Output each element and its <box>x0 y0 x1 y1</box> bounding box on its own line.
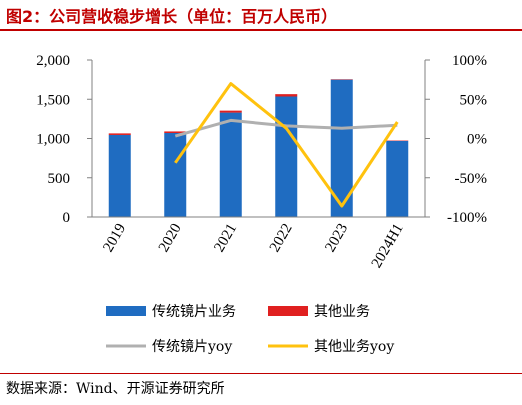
right-tick-label: 50% <box>460 92 488 108</box>
bar-other-business <box>219 110 242 113</box>
revenue-chart: 0 500 1,000 1,500 2,000 -100% -50% 0% 50% 100% 201… <box>36 53 488 355</box>
x-tick-label: 2024H1 <box>369 221 407 271</box>
legend-other-business-label: 其他业务 <box>314 304 370 320</box>
line-traditional-lens-yoy <box>174 118 398 138</box>
legend-other-business-yoy-label: 其他业务yoy <box>314 339 394 355</box>
bar-traditional-lens <box>108 134 131 217</box>
right-tick-label: 0% <box>467 132 487 148</box>
bar-other-business <box>164 131 187 134</box>
data-source-note: 数据来源：Wind、开源证券研究所 <box>6 381 225 397</box>
x-tick-label: 2021 <box>211 221 240 255</box>
left-tick-label: 2,000 <box>36 53 70 69</box>
left-tick-label: 500 <box>48 171 71 187</box>
bar-other-business <box>108 133 131 135</box>
left-tick-label: 1,500 <box>36 92 70 108</box>
legend-other-business-swatch <box>268 306 308 316</box>
source-divider <box>0 373 522 374</box>
bar-other-business <box>275 94 298 97</box>
line-other-business-yoy <box>174 82 399 208</box>
x-tick-label: 2023 <box>322 221 351 255</box>
legend-traditional-lens-swatch <box>106 306 146 316</box>
bar-traditional-lens <box>386 140 409 217</box>
x-tick-label: 2022 <box>267 221 296 255</box>
legend-traditional-lens-yoy-label: 传统镜片yoy <box>152 339 232 355</box>
x-tick-label: 2019 <box>100 221 129 255</box>
bar-traditional-lens <box>219 112 242 217</box>
left-tick-label: 1,000 <box>36 132 70 148</box>
x-tick-label: 2020 <box>156 221 185 255</box>
title-divider <box>0 29 522 31</box>
chart-title: 图2：公司营收稳步增长（单位：百万人民币） <box>6 7 338 26</box>
bar-traditional-lens <box>164 133 187 217</box>
bar-traditional-lens <box>330 79 353 217</box>
right-tick-label: 100% <box>452 53 487 69</box>
left-tick-label: 0 <box>63 210 71 226</box>
legend-traditional-lens-label: 传统镜片业务 <box>152 304 236 320</box>
bar-traditional-lens <box>275 96 298 217</box>
right-tick-label: -50% <box>455 171 488 187</box>
right-tick-label: -100% <box>447 210 487 226</box>
